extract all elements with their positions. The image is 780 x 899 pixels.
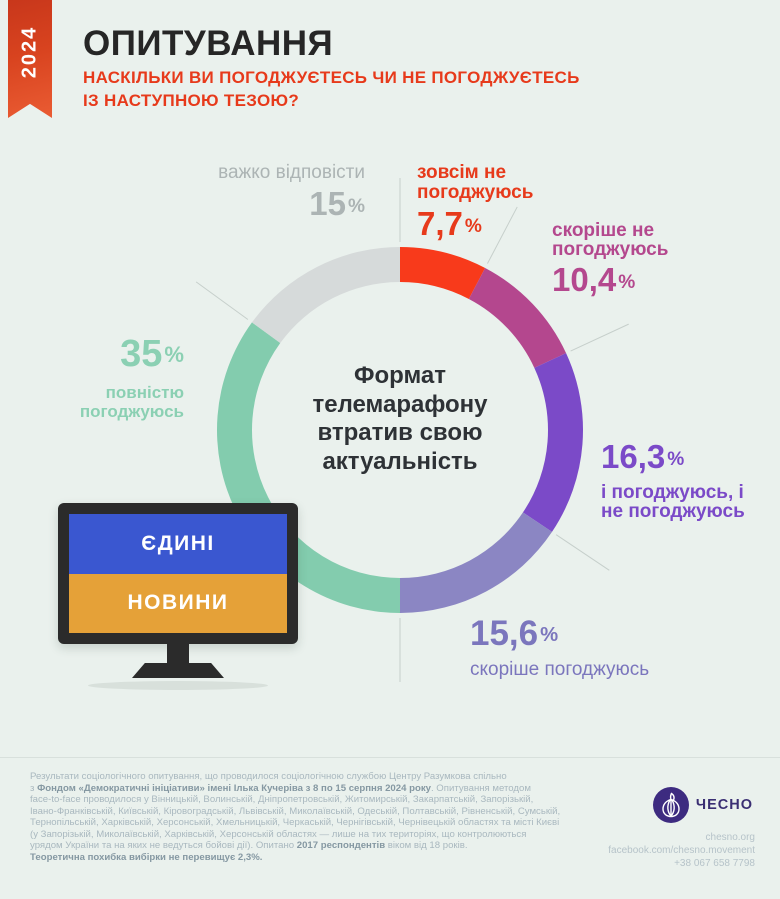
tv-frame: ЄДИНІ НОВИНИ xyxy=(58,503,298,644)
tv-illustration: ЄДИНІ НОВИНИ xyxy=(58,503,298,690)
contact-phone: +38 067 658 7798 xyxy=(674,858,755,869)
page-title: ОПИТУВАННЯ xyxy=(83,24,334,63)
chesno-logo: ЧЕСНО xyxy=(652,787,753,823)
callout-rather-agree: 15,6% скоріше погоджуюсь xyxy=(470,612,649,680)
contact-website: chesno.org xyxy=(705,832,755,843)
methodology-line: Тернопільській, Харківській, Херсонській… xyxy=(30,817,560,828)
survey-question-line1: НАСКІЛЬКИ ВИ ПОГОДЖУЄТЕСЬ ЧИ НЕ ПОГОДЖУЄ… xyxy=(83,68,580,87)
footer-divider xyxy=(0,757,780,758)
callout-value: 35% xyxy=(120,333,184,375)
callout-leader-line xyxy=(555,534,610,571)
callout-label: повністю погоджуюсь xyxy=(79,382,184,421)
methodology-line: face-to-face проводилося у Вінницькій, В… xyxy=(30,794,534,805)
methodology-text: Результати соціологічного опитування, що… xyxy=(30,771,650,863)
survey-question: НАСКІЛЬКИ ВИ ПОГОДЖУЄТЕСЬ ЧИ НЕ ПОГОДЖУЄ… xyxy=(83,66,580,112)
callout-both-agree-disagree: 16,3% і погоджуюсь, і не погоджуюсь xyxy=(601,436,756,522)
methodology-line: (у Запорізькій, Миколаївській, Харківськ… xyxy=(30,828,527,840)
donut-slice xyxy=(400,512,552,613)
methodology-line: Результати соціологічного опитування, що… xyxy=(30,771,507,782)
tv-shadow xyxy=(88,681,268,690)
callout-fully-agree: 35% повністю погоджуюсь xyxy=(69,331,184,421)
donut-slice xyxy=(251,247,400,344)
chart-center-statement: Формат телемарафону втратив свою актуаль… xyxy=(312,362,488,475)
methodology-line: урядом України та на яких не ведуться бо… xyxy=(30,840,468,851)
callout-value: 15% xyxy=(309,185,365,222)
callout-value: 15,6% xyxy=(470,614,559,653)
callout-hard-to-answer: важко відповісти 15% xyxy=(218,163,365,222)
tv-screen-top-label: ЄДИНІ xyxy=(69,514,287,574)
tv-stand-base xyxy=(132,663,224,678)
survey-question-line2: ІЗ НАСТУПНОЮ ТЕЗОЮ? xyxy=(83,91,300,110)
methodology-line: Івано-Франківській, Київській, Кіровогра… xyxy=(30,805,561,817)
methodology-line: з Фондом «Демократичні ініціативи» імені… xyxy=(30,782,531,794)
tv-screen: ЄДИНІ НОВИНИ xyxy=(69,514,287,633)
callout-label: важко відповісти xyxy=(218,162,365,183)
callout-label: зовсім не погоджуюсь xyxy=(417,162,534,203)
year-ribbon-label: 2024 xyxy=(18,25,41,79)
callout-rather-disagree: скоріше не погоджуюсь 10,4% xyxy=(552,221,672,298)
callout-value: 10,4% xyxy=(552,261,636,298)
methodology-line: Теоретична похибка вибірки не перевищує … xyxy=(30,851,263,863)
callout-label: скоріше не погоджуюсь xyxy=(552,220,669,260)
callout-totally-disagree: зовсім не погоджуюсь 7,7% xyxy=(417,163,617,242)
callout-label: скоріше погоджуюсь xyxy=(470,658,650,680)
chesno-wordmark: ЧЕСНО xyxy=(695,797,753,813)
callout-leader-line xyxy=(195,281,249,320)
tv-stand-neck xyxy=(167,644,189,663)
callout-value: 16,3% xyxy=(601,438,685,475)
callout-leader-line xyxy=(570,323,629,352)
callout-value: 7,7% xyxy=(417,205,482,242)
contact-facebook: facebook.com/chesno.movement xyxy=(608,845,755,856)
donut-slice xyxy=(400,247,486,299)
year-ribbon: 2024 xyxy=(8,0,52,118)
contact-block: chesno.org facebook.com/chesno.movement … xyxy=(608,831,755,870)
callout-label: і погоджуюсь, і не погоджуюсь xyxy=(601,481,745,522)
donut-slice xyxy=(522,353,583,532)
tv-screen-bottom-label: НОВИНИ xyxy=(69,573,287,633)
garlic-icon xyxy=(652,787,689,823)
